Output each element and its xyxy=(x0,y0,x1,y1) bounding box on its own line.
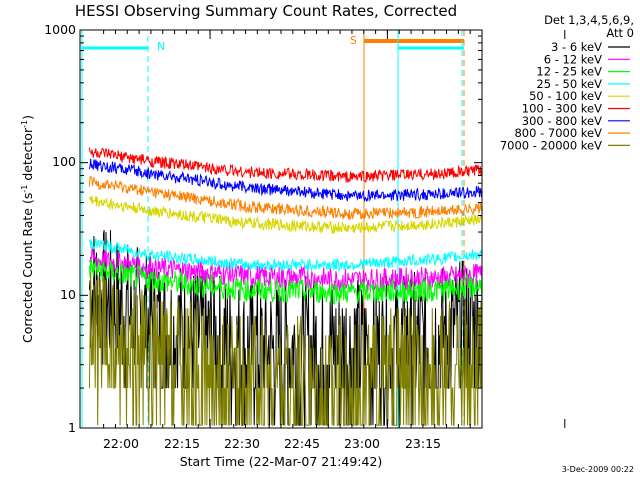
series-line-800-7000-kev xyxy=(88,175,482,221)
x-axis-label: Start Time (22-Mar-07 21:49:42) xyxy=(180,454,383,469)
series-line-7000-20000-kev xyxy=(88,271,482,426)
saa-annotation: S xyxy=(350,34,357,47)
y-tick-label: 100 xyxy=(52,154,76,169)
y-tick-label: 10 xyxy=(60,287,76,302)
series-line-100-300-kev xyxy=(88,147,482,183)
series-line-6-12-kev xyxy=(88,246,482,294)
legend-entry-label: 3 - 6 keV xyxy=(551,40,602,54)
legend-entry-label: 12 - 25 keV xyxy=(536,65,602,79)
legend-entry-label: 7000 - 20000 keV xyxy=(500,138,602,152)
legend-entry-label: 25 - 50 keV xyxy=(536,77,602,91)
legend-header-line2: Att 0 xyxy=(606,26,634,40)
legend-entry-label: 100 - 300 keV xyxy=(522,102,602,116)
legend-entry-label: 300 - 800 keV xyxy=(522,114,602,128)
series-line-300-800-kev xyxy=(88,158,482,203)
y-tick-label: 1000 xyxy=(44,22,76,37)
legend-entry-label: 50 - 100 keV xyxy=(529,89,602,103)
x-tick-label: 23:15 xyxy=(405,436,441,451)
legend-header-line1: Det 1,3,4,5,6,9, xyxy=(544,13,634,27)
series-line-3-6-kev xyxy=(88,230,482,426)
x-tick-label: 23:00 xyxy=(344,436,380,451)
legend-entry-label: 800 - 7000 keV xyxy=(514,126,602,140)
series-line-50-100-kev xyxy=(88,195,482,235)
night-annotation: N xyxy=(157,40,165,53)
x-tick-label: 22:30 xyxy=(224,436,260,451)
series-line-25-50-kev xyxy=(88,238,482,273)
y-tick-label: 1 xyxy=(68,420,76,435)
legend-entry-label: 6 - 12 keV xyxy=(544,52,602,66)
x-tick-label: 22:45 xyxy=(284,436,320,451)
x-tick-label: 22:00 xyxy=(103,436,139,451)
y-axis-label: Corrected Count Rate (s-1 detector-1) xyxy=(20,115,35,343)
axis-ticks xyxy=(80,29,566,429)
x-tick-label: 22:15 xyxy=(164,436,200,451)
series-layer xyxy=(88,147,482,426)
footer-timestamp: 3-Dec-2009 00:22 xyxy=(562,465,634,474)
series-line-12-25-kev xyxy=(88,258,482,305)
chart-title: HESSI Observing Summary Count Rates, Cor… xyxy=(75,2,457,20)
